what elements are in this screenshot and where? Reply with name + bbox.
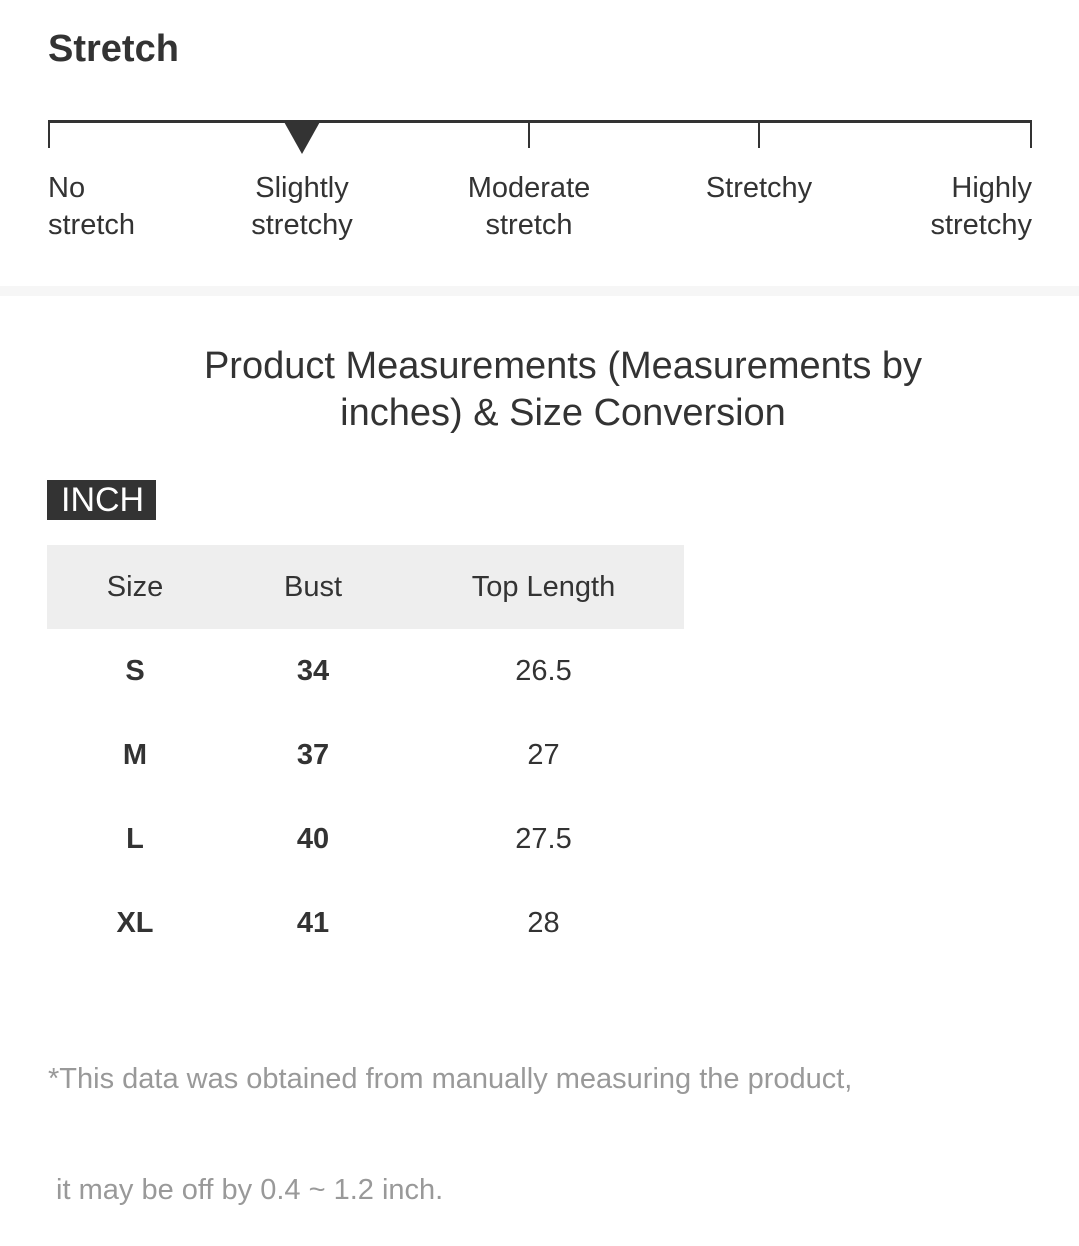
stretch-tick-stretchy bbox=[758, 120, 760, 148]
stretch-tick-highly bbox=[1030, 120, 1032, 148]
table-header-row: Size Bust Top Length bbox=[47, 545, 684, 629]
table-row: S 34 26.5 bbox=[47, 629, 684, 713]
top-length-cell: 27 bbox=[527, 738, 560, 771]
top-length-cell: 27.5 bbox=[515, 822, 572, 855]
stretch-label-stretchy: Stretchy bbox=[705, 172, 813, 204]
size-cell: M bbox=[122, 738, 148, 771]
measurements-title: Product Measurements (Measurements by in… bbox=[203, 345, 923, 434]
stretch-tick-no-stretch bbox=[48, 120, 50, 148]
size-cell: S bbox=[125, 654, 145, 687]
table-row: M 37 27 bbox=[47, 713, 684, 797]
stretch-label-no-stretch: No stretch bbox=[48, 172, 136, 241]
stretch-scale bbox=[48, 120, 1032, 154]
stretch-selected-marker-icon bbox=[283, 120, 321, 154]
table-row: XL 41 28 bbox=[47, 881, 684, 965]
column-header-top-length: Top Length bbox=[403, 545, 684, 629]
measurement-footnote: *This data was obtained from manually me… bbox=[48, 1063, 853, 1206]
bust-cell: 37 bbox=[296, 738, 330, 771]
bust-cell: 41 bbox=[296, 906, 330, 939]
column-header-bust: Bust bbox=[223, 545, 403, 629]
table-row: L 40 27.5 bbox=[47, 797, 684, 881]
top-length-cell: 26.5 bbox=[515, 654, 572, 687]
unit-badge: INCH bbox=[47, 480, 157, 520]
bust-cell: 34 bbox=[296, 654, 330, 687]
bust-cell: 40 bbox=[296, 822, 330, 855]
stretch-tick-moderate bbox=[528, 120, 530, 148]
stretch-label-slightly: Slightly stretchy bbox=[251, 172, 353, 241]
stretch-scale-line bbox=[48, 120, 1032, 123]
stretch-label-highly: Highly stretchy bbox=[930, 172, 1032, 241]
top-length-cell: 28 bbox=[527, 906, 560, 939]
stretch-label-moderate: Moderate stretch bbox=[467, 172, 591, 241]
size-cell: XL bbox=[116, 906, 154, 939]
size-cell: L bbox=[126, 822, 144, 855]
stretch-title: Stretch bbox=[48, 28, 179, 70]
size-table: Size Bust Top Length S 34 26.5 M 37 27 L… bbox=[47, 545, 684, 965]
column-header-size: Size bbox=[47, 545, 223, 629]
section-divider bbox=[0, 286, 1079, 296]
